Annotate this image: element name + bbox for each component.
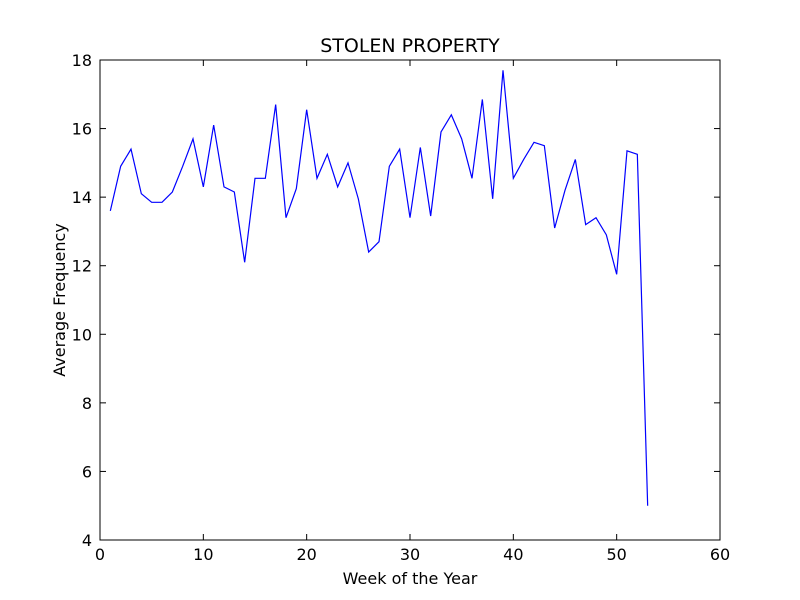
y-tick-label: 12 (72, 257, 92, 276)
y-tick-label: 10 (72, 325, 92, 344)
x-tick-label: 10 (193, 545, 213, 564)
y-tick-label: 18 (72, 51, 92, 70)
x-tick-label: 20 (296, 545, 316, 564)
y-tick-label: 6 (82, 462, 92, 481)
x-axis-label: Week of the Year (343, 569, 478, 588)
y-axis-label: Average Frequency (50, 223, 69, 376)
x-tick-label: 30 (400, 545, 420, 564)
y-tick-label: 14 (72, 188, 92, 207)
y-tick-label: 4 (82, 531, 92, 550)
x-tick-label: 60 (710, 545, 730, 564)
axis-ticks: 0 10 20 30 40 50 60 4 6 8 10 12 14 16 18 (72, 51, 731, 564)
chart-title: STOLEN PROPERTY (320, 35, 500, 57)
x-tick-label: 0 (95, 545, 105, 564)
x-tick-label: 50 (606, 545, 626, 564)
x-tick-label: 40 (503, 545, 523, 564)
y-tick-label: 8 (82, 394, 92, 413)
y-tick-label: 16 (72, 120, 92, 139)
series-line (109, 70, 649, 506)
plot-frame (99, 59, 721, 541)
